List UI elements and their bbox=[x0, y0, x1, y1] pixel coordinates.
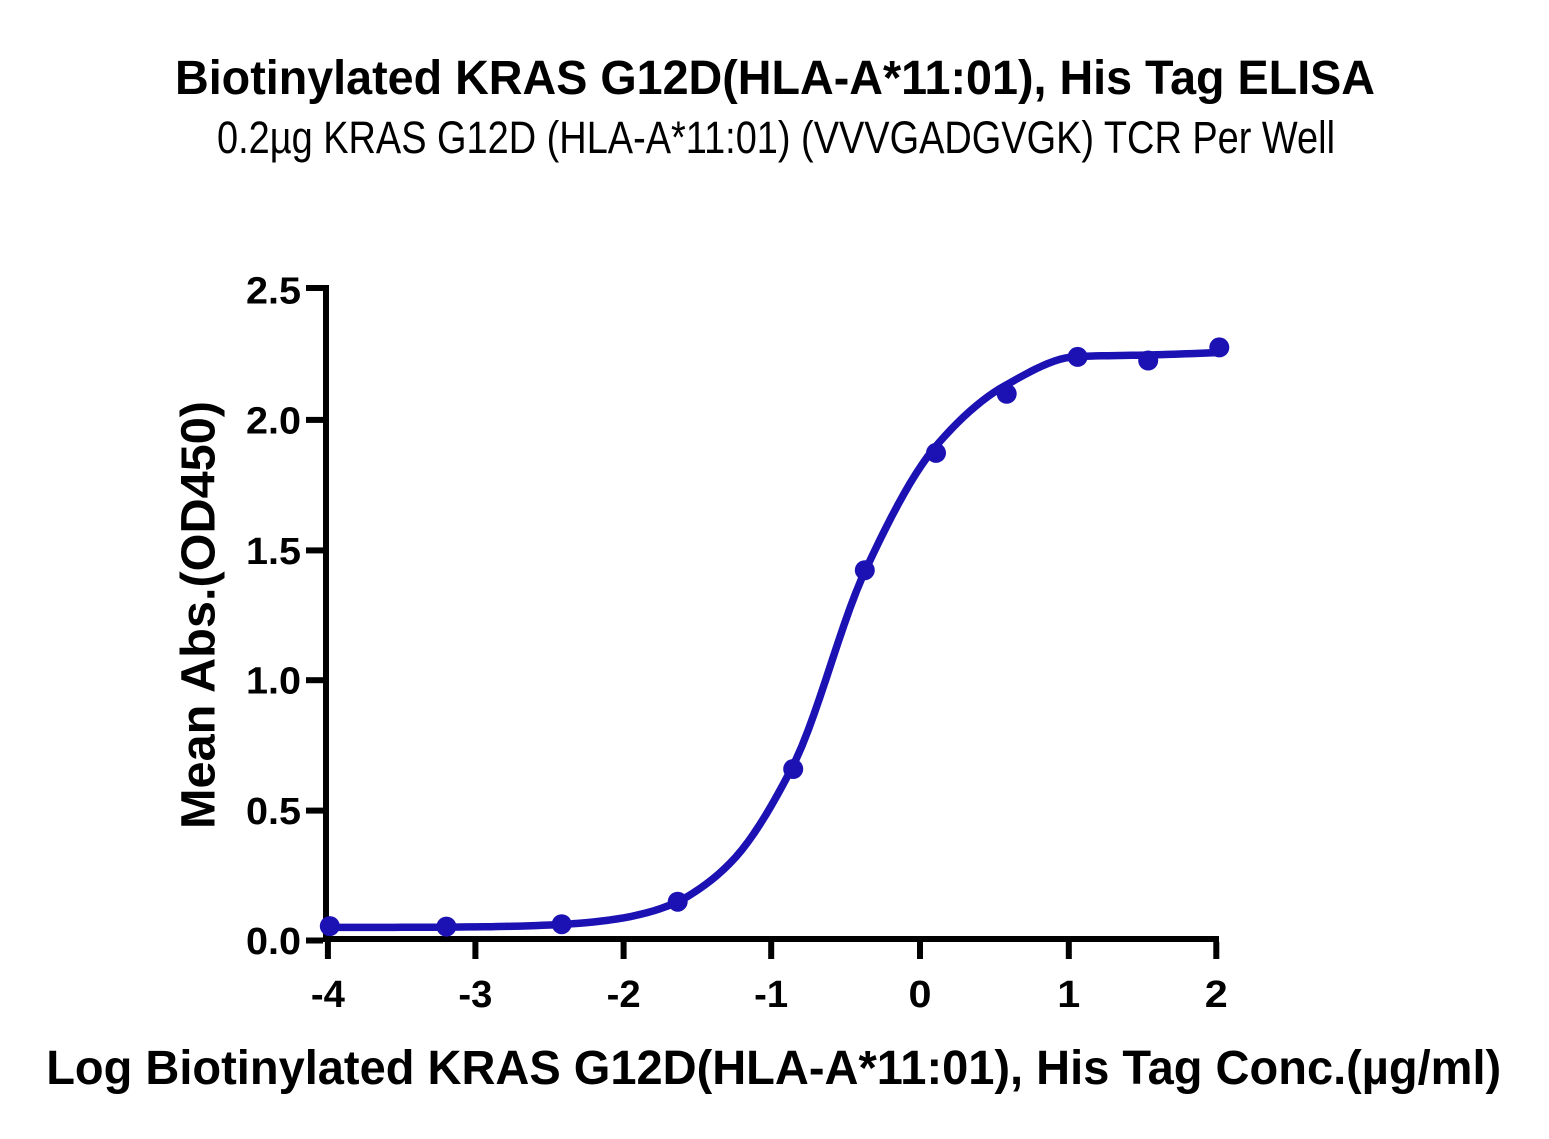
svg-text:Log Biotinylated KRAS G12D(HLA: Log Biotinylated KRAS G12D(HLA-A*11:01),… bbox=[46, 1042, 1501, 1095]
svg-text:1: 1 bbox=[1057, 974, 1080, 1016]
svg-text:1.5: 1.5 bbox=[246, 531, 301, 573]
svg-text:2.0: 2.0 bbox=[246, 400, 301, 442]
svg-text:Mean Abs.(OD450): Mean Abs.(OD450) bbox=[173, 401, 226, 829]
svg-text:0: 0 bbox=[909, 974, 932, 1016]
svg-text:Biotinylated KRAS G12D(HLA-A*1: Biotinylated KRAS G12D(HLA-A*11:01), His… bbox=[175, 52, 1375, 105]
svg-text:0.0: 0.0 bbox=[246, 921, 301, 963]
svg-text:0.2µg KRAS G12D (HLA-A*11:01): 0.2µg KRAS G12D (HLA-A*11:01) (VVVGADGVG… bbox=[217, 112, 1335, 163]
svg-text:2: 2 bbox=[1205, 974, 1228, 1016]
svg-text:-4: -4 bbox=[311, 974, 345, 1016]
svg-text:0.5: 0.5 bbox=[246, 791, 301, 833]
svg-text:2.5: 2.5 bbox=[246, 270, 301, 312]
svg-text:-3: -3 bbox=[458, 974, 492, 1016]
svg-text:-2: -2 bbox=[607, 974, 641, 1016]
svg-text:1.0: 1.0 bbox=[246, 661, 301, 703]
svg-text:-1: -1 bbox=[754, 974, 788, 1016]
